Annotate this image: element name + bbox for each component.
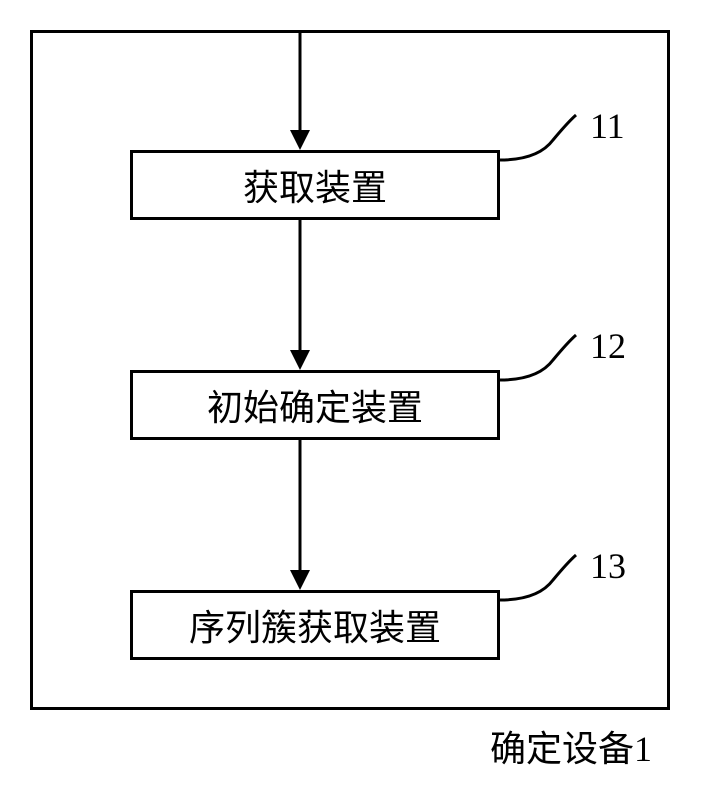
node-13-label: 序列簇获取装置 (189, 599, 441, 651)
arrow-11-to-12 (280, 220, 320, 372)
node-sequence-cluster-device: 序列簇获取装置 (130, 590, 500, 660)
arrow-12-to-13 (280, 440, 320, 592)
callout-label-11: 11 (590, 105, 625, 147)
diagram-bottom-label: 确定设备1 (490, 720, 652, 772)
callout-label-13: 13 (590, 545, 626, 587)
callout-curve-11 (498, 110, 588, 165)
arrow-top-to-11 (280, 30, 320, 152)
callout-label-12: 12 (590, 325, 626, 367)
node-11-label: 获取装置 (243, 159, 387, 211)
node-acquisition-device: 获取装置 (130, 150, 500, 220)
node-12-label: 初始确定装置 (207, 379, 423, 431)
node-initial-determine-device: 初始确定装置 (130, 370, 500, 440)
callout-curve-13 (498, 550, 588, 605)
callout-curve-12 (498, 330, 588, 385)
